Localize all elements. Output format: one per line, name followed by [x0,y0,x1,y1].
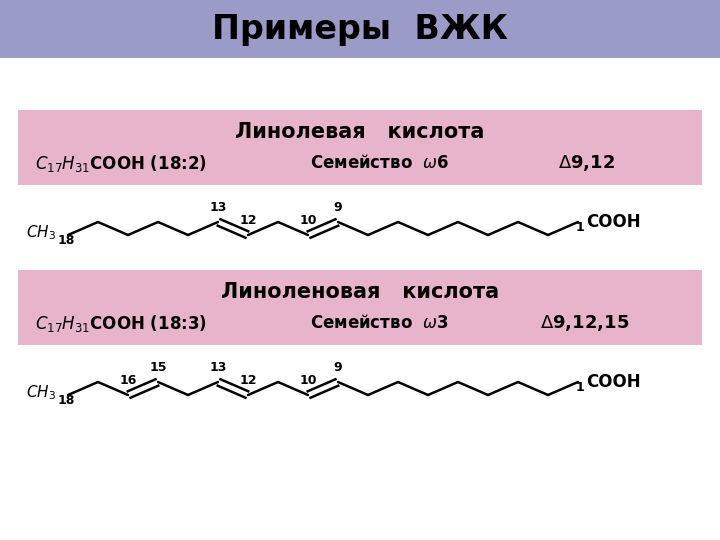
Text: 1: 1 [575,381,585,394]
Text: $C_{17}H_{31}$COOH (18:3): $C_{17}H_{31}$COOH (18:3) [35,313,207,334]
Text: $\Delta$9,12: $\Delta$9,12 [558,153,615,173]
Text: 16: 16 [120,374,137,387]
Text: Семейство  $\omega$6: Семейство $\omega$6 [310,154,449,172]
Text: 12: 12 [239,374,257,387]
Text: Семейство  $\omega$3: Семейство $\omega$3 [310,314,449,332]
Text: COOH: COOH [586,373,641,391]
Text: 9: 9 [333,201,342,214]
Text: 10: 10 [300,374,317,387]
Text: 15: 15 [149,361,167,374]
FancyBboxPatch shape [18,270,702,345]
Text: 18: 18 [58,234,75,247]
Text: 1: 1 [575,221,585,234]
Text: $CH_3$: $CH_3$ [26,383,56,402]
Text: $C_{17}H_{31}$COOH (18:2): $C_{17}H_{31}$COOH (18:2) [35,152,207,173]
Text: Линолевая   кислота: Линолевая кислота [235,122,485,142]
Text: COOH: COOH [586,213,641,231]
FancyBboxPatch shape [18,110,702,185]
Text: $CH_3$: $CH_3$ [26,224,56,242]
Text: Примеры  ВЖК: Примеры ВЖК [212,12,508,45]
Text: 13: 13 [210,361,227,374]
Text: 9: 9 [333,361,342,374]
Text: 13: 13 [210,201,227,214]
Text: 12: 12 [239,214,257,227]
Text: 10: 10 [300,214,317,227]
Text: Линоленовая   кислота: Линоленовая кислота [221,282,499,302]
Text: $\Delta$9,12,15: $\Delta$9,12,15 [540,313,629,333]
FancyBboxPatch shape [0,0,720,58]
Text: 18: 18 [58,394,75,407]
